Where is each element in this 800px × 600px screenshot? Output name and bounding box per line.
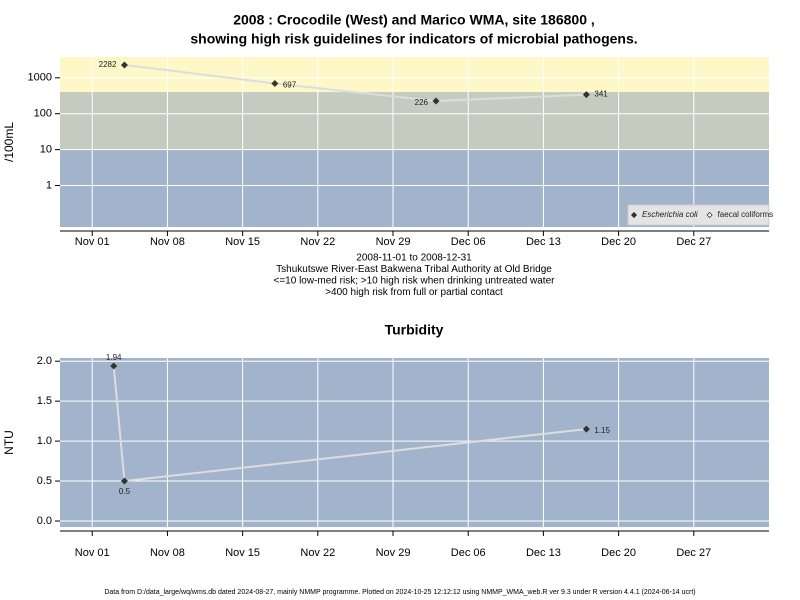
x-tick-label: Dec 27 (676, 236, 711, 248)
y-tick-label: 100 (34, 108, 52, 120)
x-tick-label: Nov 29 (376, 236, 411, 248)
data-point (271, 79, 279, 87)
y-tick-label: 10 (40, 144, 52, 156)
x-tick-label: Dec 13 (526, 236, 561, 248)
y-axis-label: /100mL (2, 122, 16, 162)
legend-label: faecal coliforms (718, 210, 774, 219)
subtitle-note: <=10 low-med risk; >10 high risk when dr… (274, 276, 556, 287)
footer: Data from D:/data_large/wq/wms.db dated … (104, 589, 695, 596)
legend-box (627, 204, 770, 226)
y-tick-label: 0.0 (37, 515, 52, 527)
x-tick-label: Dec 20 (601, 236, 636, 248)
y-tick-label: 1.5 (37, 395, 52, 407)
y-axis-label: NTU (2, 430, 16, 455)
risk-band (60, 57, 769, 93)
y-tick-label: 2.0 (37, 355, 52, 367)
data-label: 0.5 (119, 487, 131, 496)
y-tick-label: 1000 (28, 72, 52, 84)
chart-title: 2008 : Crocodile (West) and Marico WMA, … (233, 12, 595, 28)
legend-label: Escherichia coli (642, 210, 698, 219)
x-tick-label: Nov 22 (300, 547, 335, 559)
x-tick-label: Nov 01 (75, 547, 110, 559)
data-point (582, 425, 590, 433)
risk-band (60, 92, 769, 150)
subtitle-note: 2008-11-01 to 2008-12-31 (356, 253, 472, 264)
data-point (120, 477, 128, 485)
data-point (110, 362, 118, 370)
data-label: 341 (594, 90, 608, 99)
x-tick-label: Dec 06 (451, 547, 486, 559)
x-tick-label: Nov 15 (225, 236, 260, 248)
subtitle-note: >400 high risk from full or partial cont… (325, 287, 503, 298)
plot-background (60, 358, 769, 527)
y-tick-label: 1.0 (37, 435, 52, 447)
chart-title: showing high risk guidelines for indicat… (190, 31, 637, 47)
y-tick-label: 1 (46, 179, 52, 191)
data-point (432, 97, 440, 105)
x-tick-label: Nov 08 (150, 236, 185, 248)
data-label: 697 (283, 81, 297, 90)
x-tick-label: Nov 01 (75, 236, 110, 248)
data-label: 2282 (99, 60, 117, 69)
x-tick-label: Nov 22 (300, 236, 335, 248)
subtitle-note: Tshukutswe River-East Bakwena Tribal Aut… (276, 264, 552, 275)
chart-title: Turbidity (385, 322, 444, 338)
x-tick-label: Nov 15 (225, 547, 260, 559)
data-label: 1.15 (594, 426, 610, 435)
x-tick-label: Dec 27 (676, 547, 711, 559)
x-tick-label: Nov 08 (150, 547, 185, 559)
data-label: 226 (415, 98, 429, 107)
x-tick-label: Dec 13 (526, 547, 561, 559)
legend-marker (630, 211, 638, 219)
legend-marker (706, 211, 713, 219)
x-tick-label: Dec 06 (451, 236, 486, 248)
x-tick-label: Dec 20 (601, 547, 636, 559)
x-tick-label: Nov 29 (376, 547, 411, 559)
series-line (124, 63, 587, 103)
data-label: 1.94 (106, 353, 122, 362)
data-point (120, 61, 128, 69)
y-tick-label: 0.5 (37, 475, 52, 487)
data-point (582, 91, 590, 99)
